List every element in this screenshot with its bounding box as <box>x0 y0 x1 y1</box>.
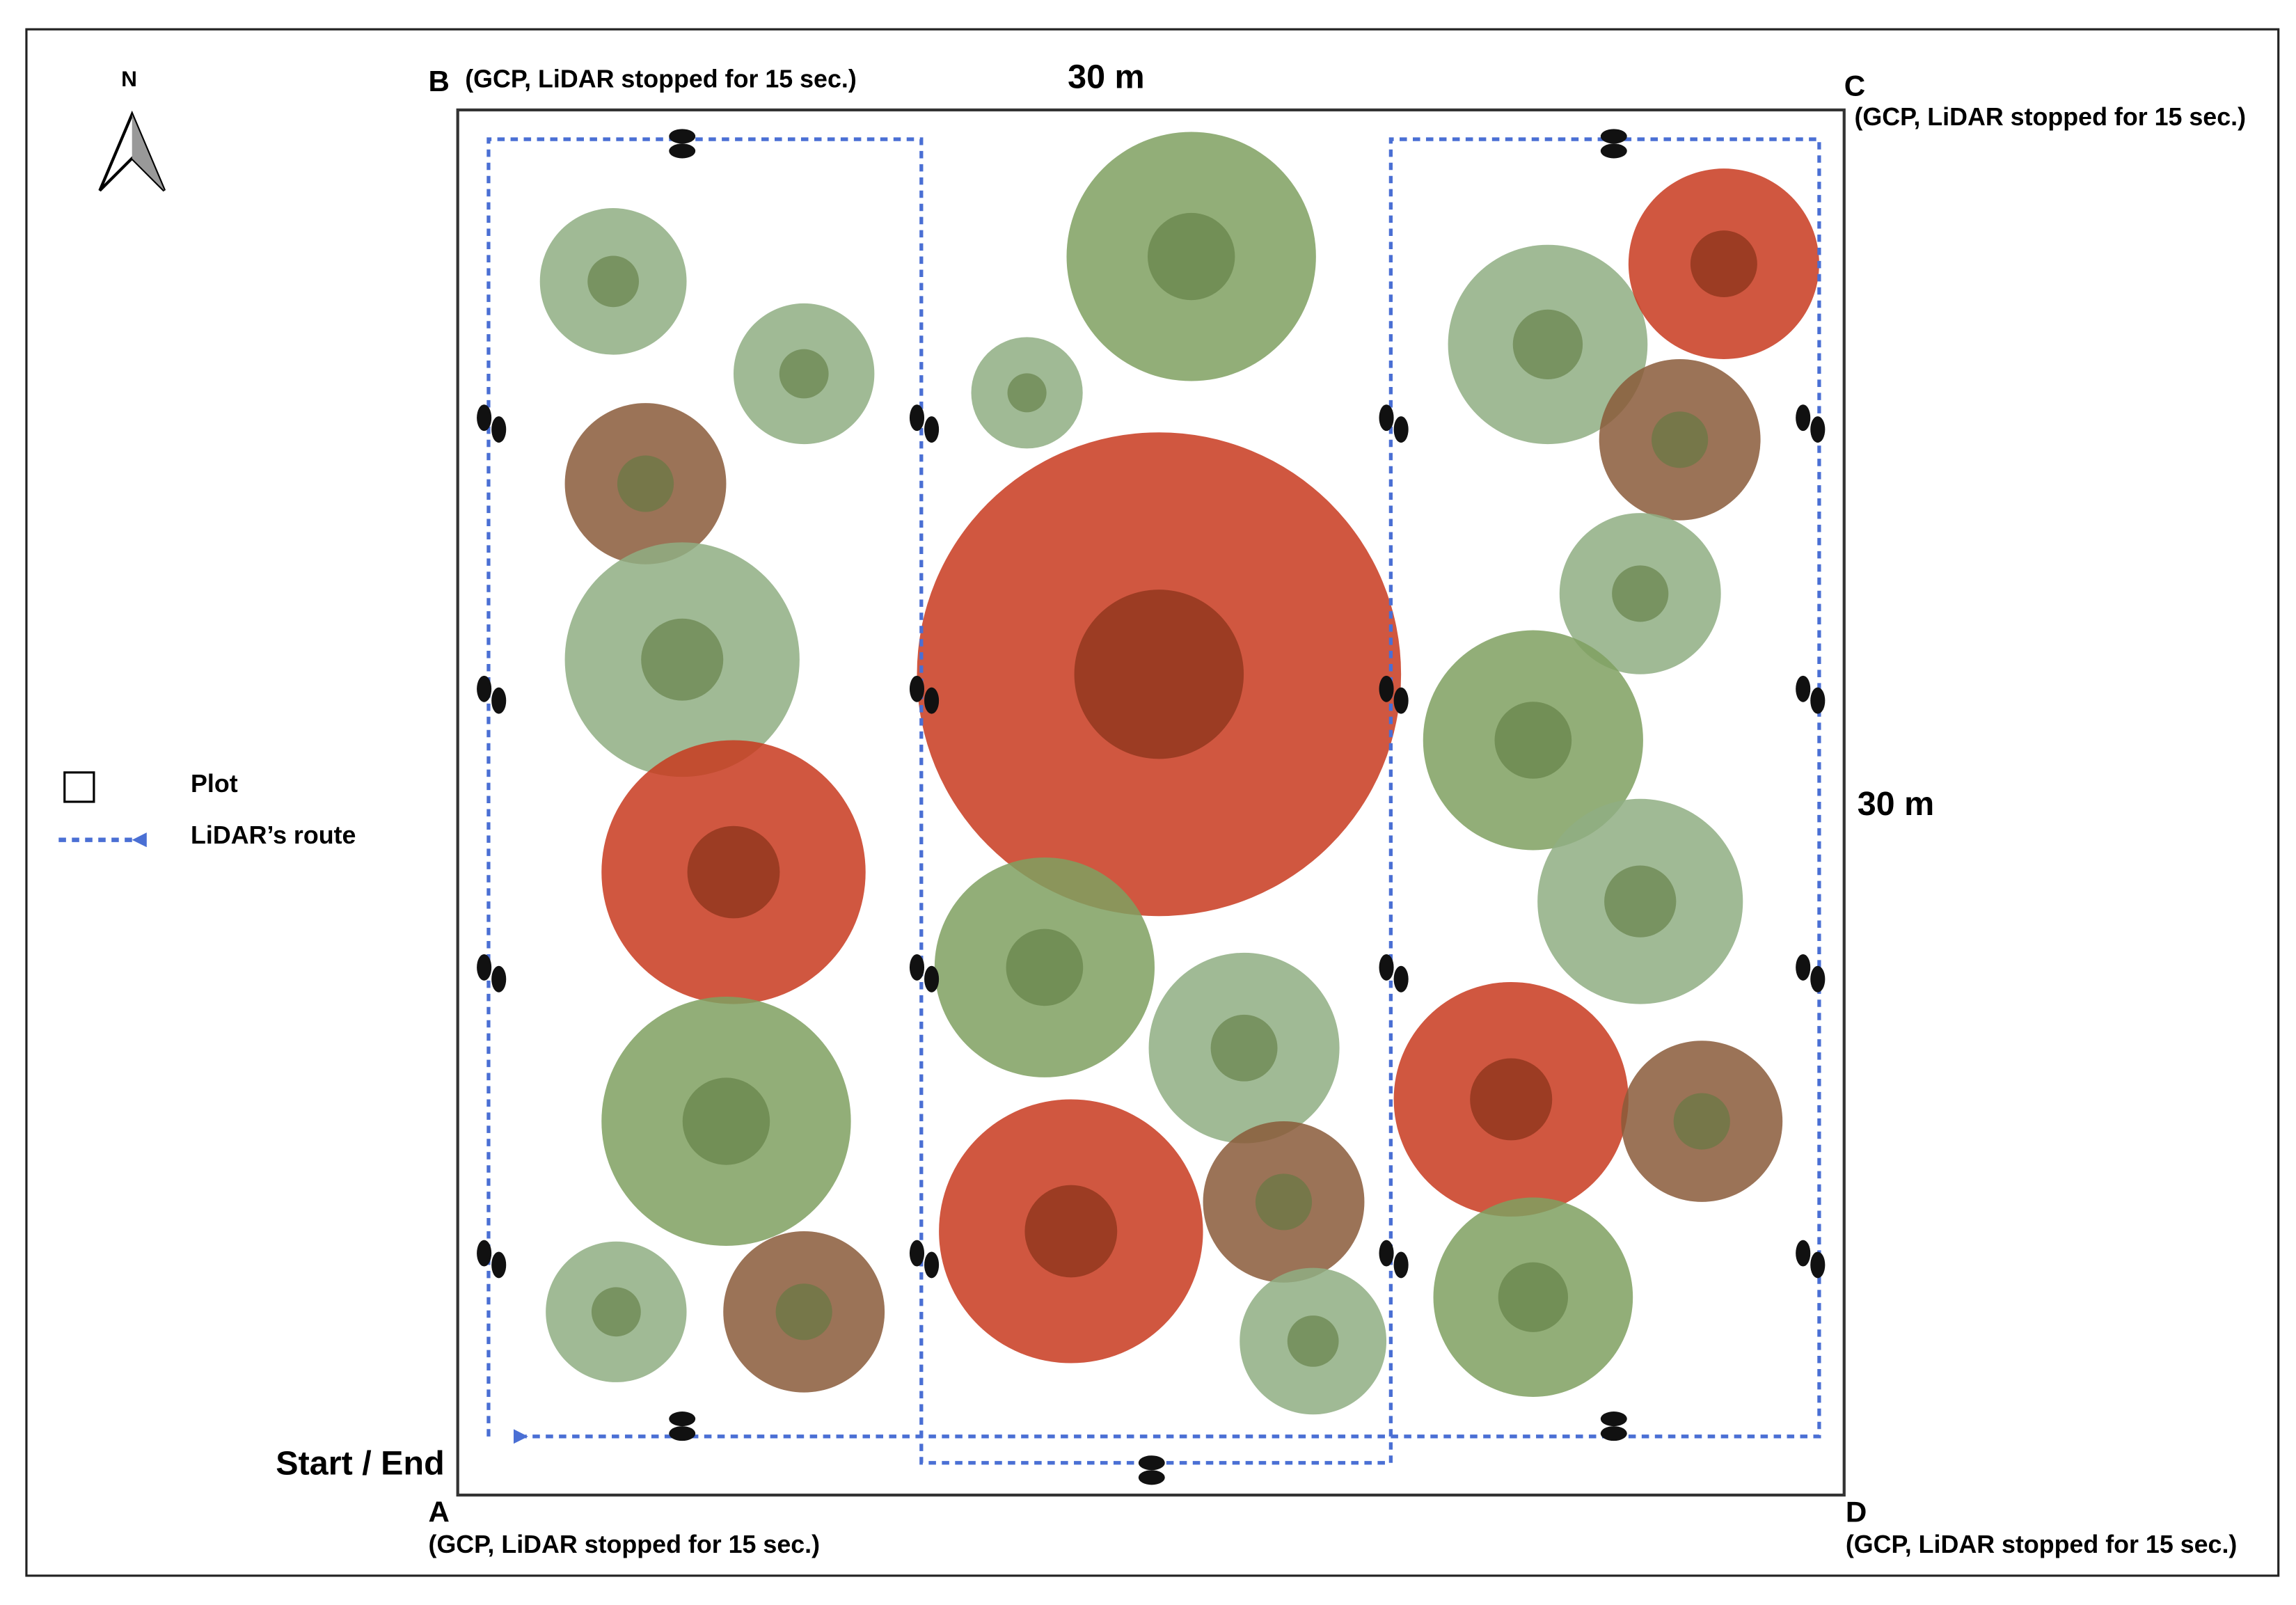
footprint <box>491 1251 507 1279</box>
footprint <box>924 965 940 993</box>
footprint <box>1810 416 1826 443</box>
corner-note: (GCP, LiDAR stopped for 15 sec.) <box>465 65 857 93</box>
footprint <box>1138 1455 1165 1471</box>
lidar-route <box>486 137 1821 1465</box>
tree-core <box>1287 1315 1339 1367</box>
footprint <box>1810 687 1826 714</box>
tree-core <box>1604 865 1677 938</box>
footprint <box>1138 1470 1165 1485</box>
tree-core <box>1210 1014 1278 1082</box>
tree-core <box>1007 373 1047 413</box>
footprint <box>1379 404 1394 432</box>
footprint <box>477 404 492 432</box>
frame <box>25 28 2280 1577</box>
corner-label: B <box>429 65 450 97</box>
footprint <box>669 1426 696 1441</box>
trees <box>539 132 1819 1415</box>
footprint <box>909 404 925 432</box>
tree-core <box>591 1287 641 1337</box>
footprint <box>1600 1426 1627 1441</box>
footprint <box>1600 143 1627 159</box>
footprint <box>491 416 507 443</box>
footprints <box>477 129 1826 1485</box>
tree-core <box>687 825 780 919</box>
footprint <box>1796 404 1811 432</box>
tree-core <box>775 1283 832 1341</box>
footprint <box>1379 675 1394 702</box>
tree-core <box>1147 212 1235 301</box>
tree-core <box>587 255 640 308</box>
footprint <box>1393 416 1409 443</box>
footprint <box>1796 954 1811 981</box>
footprint <box>1796 1240 1811 1267</box>
tree-core <box>779 349 829 399</box>
footprint <box>1810 1251 1826 1279</box>
tree-core <box>1024 1185 1118 1278</box>
corner-note: (GCP, LiDAR stopped for 15 sec.) <box>429 1531 821 1558</box>
footprint <box>1393 1251 1409 1279</box>
legend-label: Plot <box>191 770 238 798</box>
footprint <box>477 675 492 702</box>
footprint <box>924 1251 940 1279</box>
tree-core <box>617 455 674 512</box>
corner-label: A <box>429 1496 450 1528</box>
footprint <box>1379 1240 1394 1267</box>
corner-note: (GCP, LiDAR stopped for 15 sec.) <box>1846 1531 2238 1558</box>
footprint <box>491 687 507 714</box>
corner-label: D <box>1846 1496 1867 1528</box>
north-label: N <box>121 66 137 91</box>
tree-core <box>1512 309 1583 380</box>
footprint <box>669 129 696 144</box>
footprint <box>477 1240 492 1267</box>
dimension-label: 30 m <box>1068 58 1145 96</box>
footprint <box>1810 965 1826 993</box>
tree-core <box>1690 230 1757 297</box>
tree-core <box>1255 1173 1313 1231</box>
dimension-label: 30 m <box>1858 785 1935 823</box>
footprint <box>1379 954 1394 981</box>
footprint <box>669 143 696 159</box>
footprint <box>909 675 925 702</box>
footprint <box>1393 687 1409 714</box>
tree-core <box>1494 702 1572 779</box>
tree-core <box>1673 1093 1730 1150</box>
legend-label: LiDAR’s route <box>191 821 356 849</box>
start-end-label: Start / End <box>276 1445 444 1483</box>
legend-plot-icon <box>63 771 95 803</box>
footprint <box>924 416 940 443</box>
tree-core <box>1074 590 1244 759</box>
footprint <box>1600 129 1627 144</box>
tree-core <box>1470 1058 1553 1141</box>
tree-core <box>1006 928 1084 1006</box>
footprint <box>1600 1412 1627 1427</box>
footprint <box>924 687 940 714</box>
tree-core <box>1498 1262 1569 1332</box>
tree-core <box>641 618 724 701</box>
corner-label: C <box>1844 69 1865 102</box>
footprint <box>477 954 492 981</box>
footprint <box>909 1240 925 1267</box>
footprint <box>669 1412 696 1427</box>
footprint <box>491 965 507 993</box>
tree-core <box>682 1077 770 1165</box>
corner-note: (GCP, LiDAR stopped for 15 sec.) <box>1854 103 2246 131</box>
footprint <box>909 954 925 981</box>
footprint <box>1393 965 1409 993</box>
footprint <box>1796 675 1811 702</box>
tree-core <box>1612 565 1669 622</box>
tree-core <box>1652 411 1709 468</box>
